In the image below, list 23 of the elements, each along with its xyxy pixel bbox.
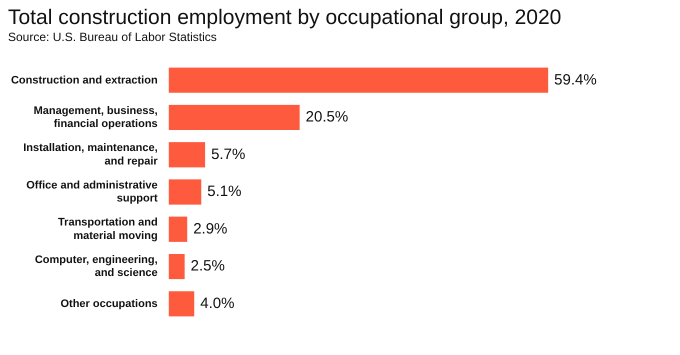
data-label: 5.1% [207,183,242,200]
chart-subtitle: Source: U.S. Bureau of Labor Statistics [8,30,218,44]
data-label: 2.9% [193,220,228,238]
y-tick-label: Office and administrative support [26,179,158,205]
bar [168,179,202,205]
data-label: 2.5% [190,258,225,275]
data-label: 4.0% [200,294,234,312]
bar [168,68,548,93]
y-tick-label: Construction and extraction [10,74,158,86]
bar [168,254,185,280]
bar [168,104,300,130]
bar [168,291,194,316]
data-label: 20.5% [306,108,348,126]
data-label: 5.7% [211,146,246,163]
y-tick-label: Management, business, financial operations [34,104,158,130]
bar [168,142,206,168]
chart-title: Total construction employment by occupational group, 2020 [8,6,562,30]
y-tick-label: Transportation and material moving [58,216,158,242]
bar [168,216,188,242]
y-tick-label: Computer, engineering, and science [34,254,158,280]
y-tick-label: Other occupations [60,298,158,310]
y-tick-label: Installation, maintenance, and repair [23,142,158,168]
data-label: 59.4% [554,71,597,88]
